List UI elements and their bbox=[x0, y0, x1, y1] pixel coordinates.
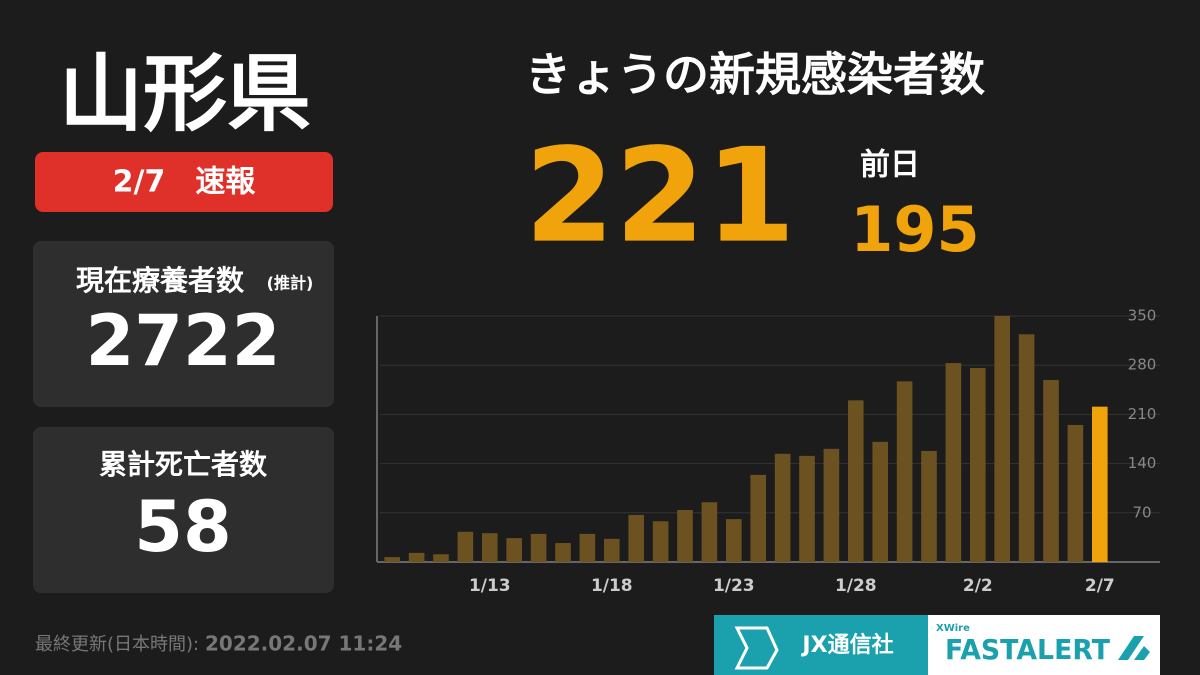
bar bbox=[945, 363, 962, 562]
y-tick-label: 280 bbox=[1128, 356, 1157, 374]
panel-label: 現在療養者数 bbox=[76, 264, 245, 297]
footer-label: 最終更新(日本時間): bbox=[35, 634, 199, 655]
panel-value: 2722 bbox=[86, 300, 281, 382]
bar bbox=[457, 531, 474, 562]
y-tick-label: 140 bbox=[1128, 454, 1157, 472]
bar bbox=[506, 538, 523, 562]
badge-bg bbox=[35, 152, 333, 212]
x-tick-label: 1/23 bbox=[713, 576, 755, 596]
bar bbox=[750, 474, 767, 562]
jx-logo-bg bbox=[714, 615, 928, 675]
y-tick-label: 70 bbox=[1132, 503, 1151, 521]
bar bbox=[872, 441, 889, 562]
bar bbox=[530, 533, 547, 562]
badge: 2/7 速報 bbox=[113, 165, 257, 200]
bar bbox=[481, 533, 498, 562]
panel-note: (推計) bbox=[267, 274, 314, 293]
jx-icon bbox=[734, 626, 779, 670]
bar bbox=[1043, 379, 1059, 562]
x-tick-label: 2/2 bbox=[963, 576, 993, 596]
x-tick-label: 1/13 bbox=[469, 576, 511, 596]
bar bbox=[1067, 424, 1084, 562]
bar bbox=[725, 519, 742, 562]
headline-title: きょうの新規感染者数 bbox=[525, 48, 985, 102]
bar bbox=[677, 509, 693, 562]
bar bbox=[603, 538, 620, 562]
fastalert-icon bbox=[1118, 636, 1150, 660]
x-tick-label: 2/7 bbox=[1085, 576, 1115, 596]
prev-value: 195 bbox=[850, 193, 979, 266]
bar bbox=[579, 533, 596, 562]
bar bbox=[555, 543, 571, 562]
bar bbox=[994, 316, 1011, 562]
prev-label: 前日 bbox=[860, 148, 920, 183]
bar bbox=[847, 400, 864, 562]
bar bbox=[969, 368, 986, 562]
bar bbox=[384, 557, 401, 562]
bar bbox=[921, 450, 937, 562]
x-tick-label: 1/28 bbox=[835, 576, 877, 596]
footer-time: 2022.02.07 11:24 bbox=[205, 632, 402, 656]
y-tick-label: 350 bbox=[1128, 307, 1157, 325]
bar bbox=[408, 552, 425, 562]
bar bbox=[896, 381, 913, 562]
panel-label: 累計死亡者数 bbox=[99, 448, 268, 481]
y-tick-label: 210 bbox=[1128, 405, 1157, 423]
xwire-text: XWire bbox=[936, 623, 970, 634]
panel-bg bbox=[33, 241, 334, 407]
bar bbox=[701, 502, 718, 562]
chart: 70 140 210 280 350 1/13 1/18 1/23 1/28 2/2 2/7 bbox=[376, 307, 1160, 596]
headline-value: 221 bbox=[524, 120, 795, 272]
bar bbox=[823, 448, 840, 562]
fastalert-text: FASTALERT bbox=[945, 633, 1110, 666]
prefecture: 山形県 bbox=[59, 45, 311, 143]
jx-text: JX通信社 bbox=[800, 632, 893, 658]
bar bbox=[799, 455, 815, 562]
bar bbox=[433, 554, 449, 562]
panel-bg bbox=[33, 427, 334, 593]
bar bbox=[774, 453, 791, 562]
x-tick-label: 1/18 bbox=[591, 576, 633, 596]
bar bbox=[1091, 406, 1108, 562]
bar bbox=[1018, 334, 1035, 562]
fastalert-logo-bg bbox=[928, 615, 1160, 675]
bar bbox=[652, 521, 669, 562]
bar bbox=[628, 514, 645, 562]
panel-value: 58 bbox=[134, 486, 231, 568]
